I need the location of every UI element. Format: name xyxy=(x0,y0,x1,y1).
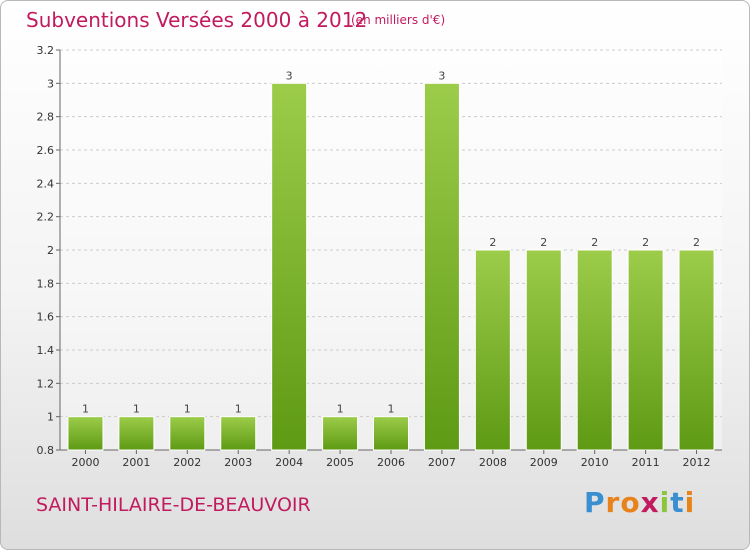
x-tick-label: 2011 xyxy=(632,456,660,469)
data-label: 3 xyxy=(438,69,445,82)
logo-letter: x xyxy=(640,486,660,519)
x-tick-label: 2012 xyxy=(683,456,711,469)
x-tick-label: 2007 xyxy=(428,456,456,469)
y-tick-label: 3.2 xyxy=(37,44,55,57)
bar-2001 xyxy=(118,416,155,451)
data-label: 1 xyxy=(184,403,191,416)
y-tick-label: 1.8 xyxy=(37,277,55,290)
y-tick-label: 1.2 xyxy=(37,377,55,390)
bar-2008 xyxy=(474,249,511,451)
x-tick-label: 2008 xyxy=(479,456,507,469)
logo-letter: o xyxy=(620,486,641,519)
x-tick-label: 2003 xyxy=(224,456,252,469)
bar-2002 xyxy=(169,416,206,451)
y-tick-label: 2.8 xyxy=(37,111,55,124)
unit-note: (en milliers d'€) xyxy=(351,13,446,27)
proxiti-logo: Proxiti xyxy=(584,486,695,519)
bar-2004 xyxy=(271,82,308,451)
logo-letter: i xyxy=(659,486,671,519)
bar-2009 xyxy=(525,249,562,451)
data-label: 2 xyxy=(591,236,598,249)
bar-2010 xyxy=(576,249,613,451)
y-tick-label: 2.2 xyxy=(37,211,55,224)
data-label: 1 xyxy=(337,403,344,416)
y-tick-label: 2 xyxy=(47,244,54,257)
data-label: 1 xyxy=(235,403,242,416)
data-label: 2 xyxy=(540,236,547,249)
bar-2012 xyxy=(678,249,715,451)
data-label: 1 xyxy=(133,403,140,416)
data-label: 1 xyxy=(82,403,89,416)
x-tick-label: 2004 xyxy=(275,456,303,469)
x-tick-label: 2001 xyxy=(122,456,150,469)
bar-2011 xyxy=(627,249,664,451)
y-tick-label: 1.4 xyxy=(37,344,55,357)
x-tick-label: 2006 xyxy=(377,456,405,469)
chart-title: Subventions Versées 2000 à 2012 xyxy=(26,8,368,32)
data-label: 3 xyxy=(286,69,293,82)
bar-2000 xyxy=(67,416,104,451)
y-tick-label: 0.8 xyxy=(37,444,55,457)
logo-letter: P xyxy=(584,486,606,519)
data-label: 1 xyxy=(388,403,395,416)
y-tick-label: 1 xyxy=(47,411,54,424)
logo-letter: r xyxy=(605,486,621,519)
bar-2005 xyxy=(322,416,359,451)
y-tick-label: 1.6 xyxy=(37,311,55,324)
y-tick-label: 3 xyxy=(47,77,54,90)
data-label: 2 xyxy=(693,236,700,249)
bar-2003 xyxy=(220,416,257,451)
x-tick-label: 2005 xyxy=(326,456,354,469)
bar-2007 xyxy=(423,82,460,451)
x-tick-label: 2002 xyxy=(173,456,201,469)
data-label: 2 xyxy=(642,236,649,249)
commune-name: SAINT-HILAIRE-DE-BEAUVOIR xyxy=(36,494,311,516)
data-label: 2 xyxy=(489,236,496,249)
x-tick-label: 2009 xyxy=(530,456,558,469)
logo-letter: i xyxy=(684,486,696,519)
x-tick-label: 2010 xyxy=(581,456,609,469)
bar-2006 xyxy=(373,416,409,451)
y-tick-label: 2.6 xyxy=(37,144,55,157)
x-tick-label: 2000 xyxy=(71,456,99,469)
y-tick-label: 2.4 xyxy=(37,177,55,190)
logo-letter: t xyxy=(670,486,685,519)
